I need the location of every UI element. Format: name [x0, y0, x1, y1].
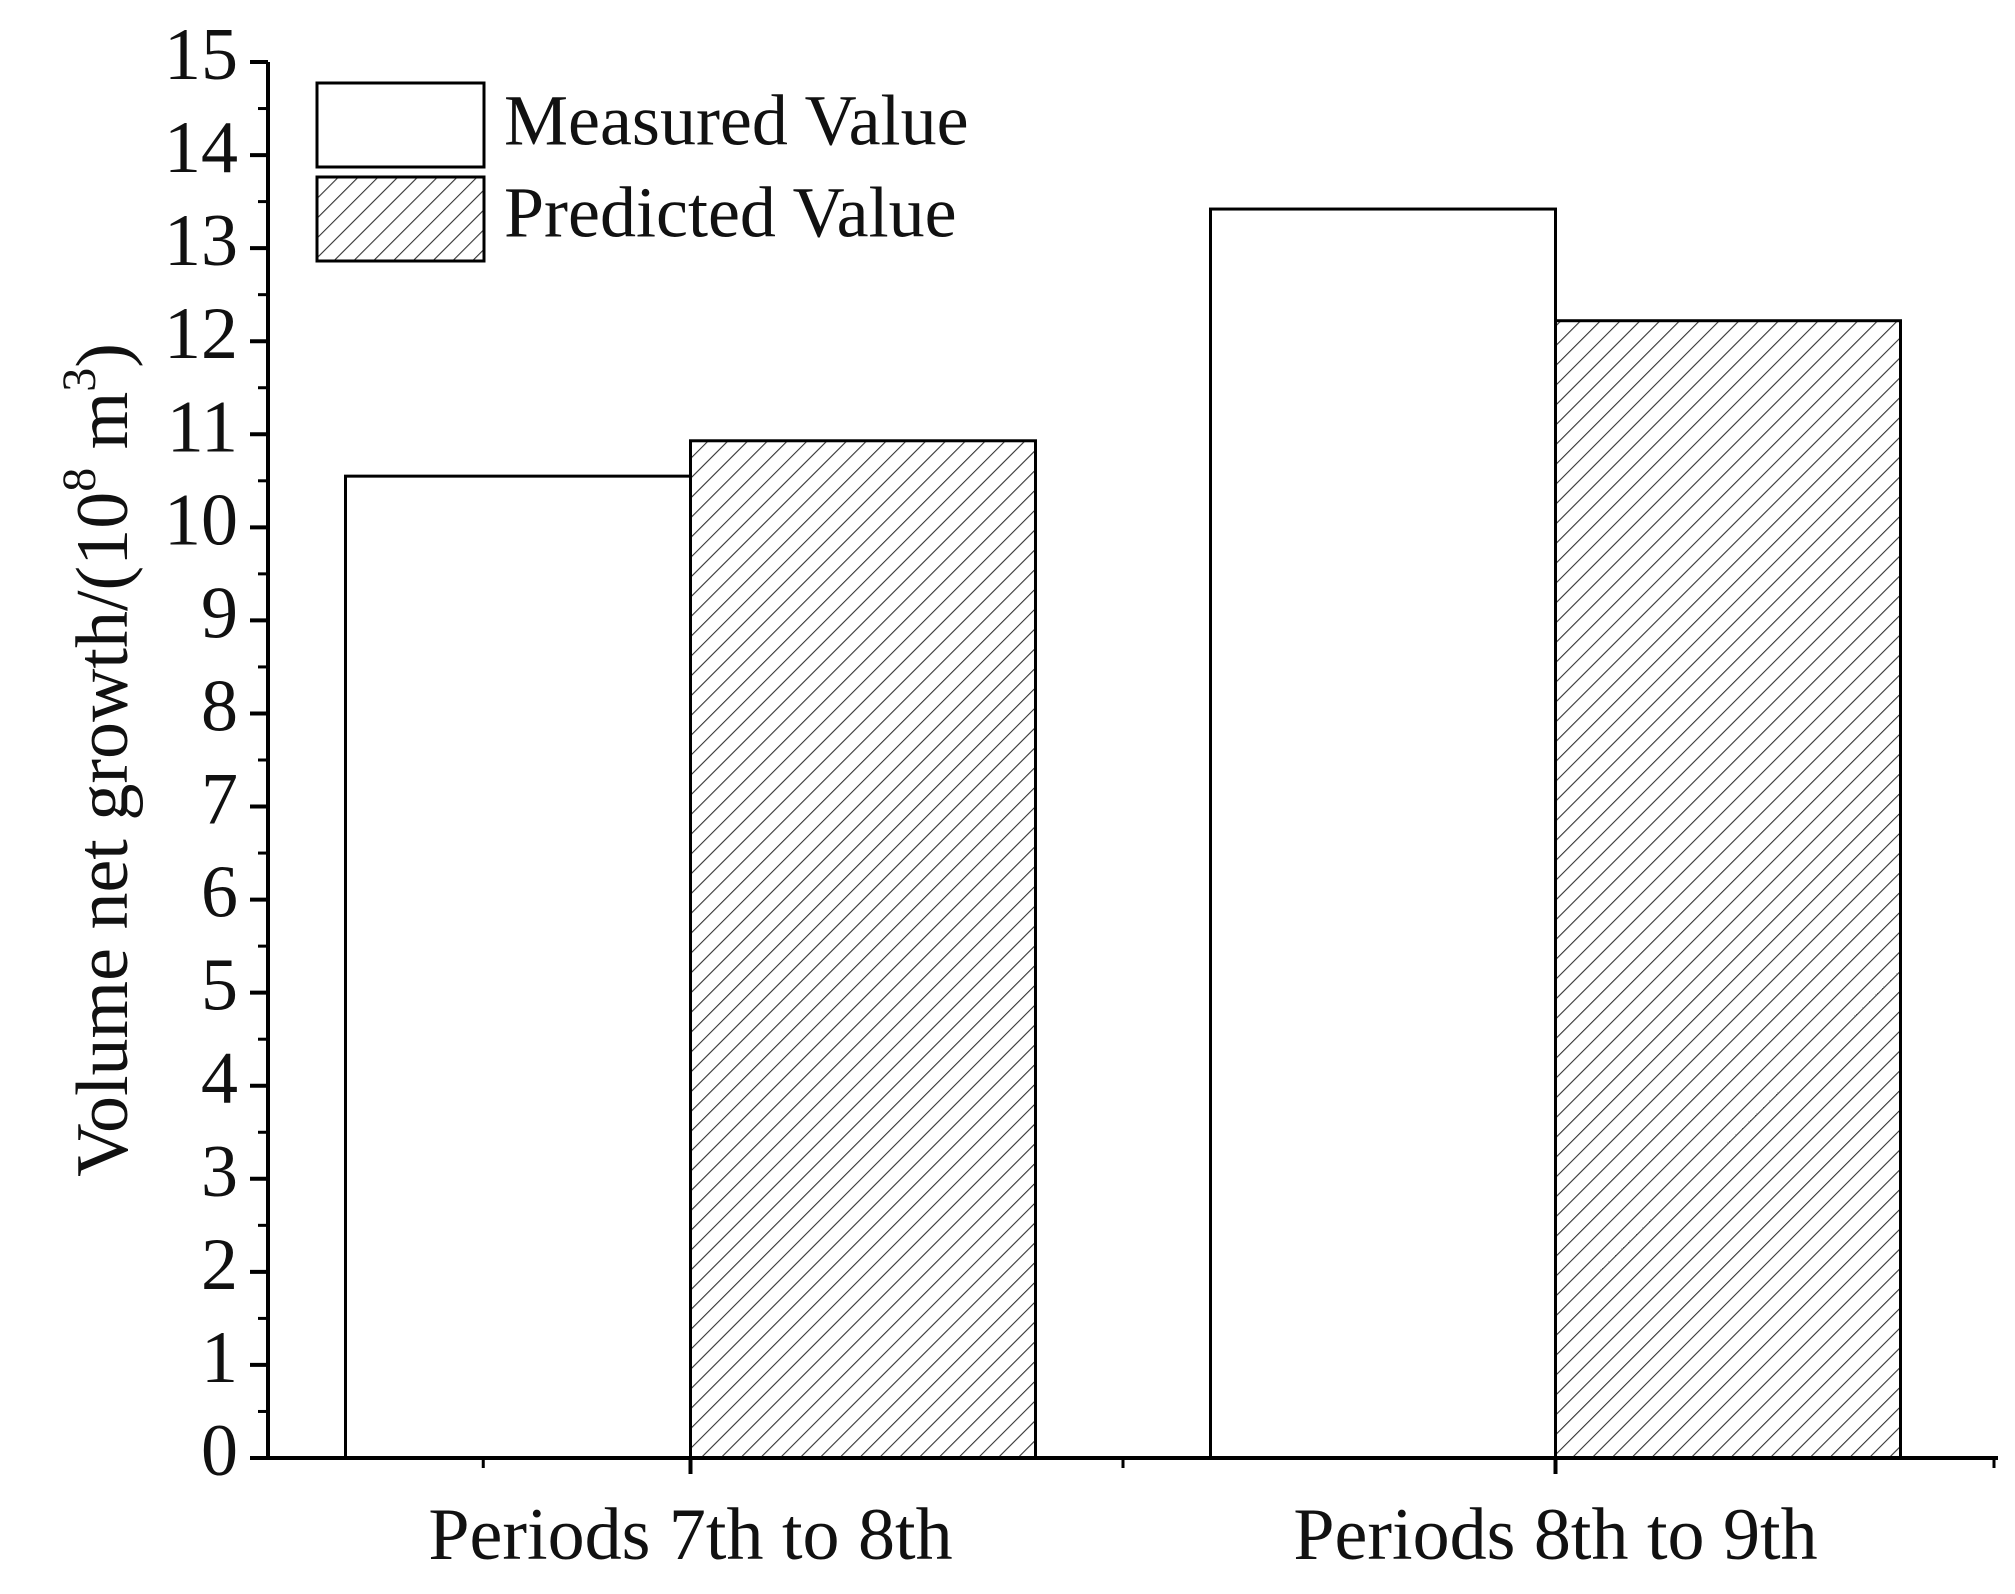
y-tick-label: 6: [201, 852, 238, 934]
y-tick-label: 3: [201, 1131, 238, 1213]
y-tick-label: 1: [201, 1317, 238, 1399]
y-tick-label: 2: [201, 1224, 238, 1306]
y-tick-label: 12: [164, 293, 238, 375]
y-tick-label: 10: [164, 479, 238, 561]
legend-swatch-predicted: [315, 175, 486, 263]
legend-label-predicted: Predicted Value: [504, 173, 957, 253]
y-axis-label-exponent-8: 8: [53, 468, 106, 492]
legend-label-measured: Measured Value: [504, 81, 969, 161]
x-category-label: Periods 8th to 9th: [1293, 1494, 1817, 1576]
bar-measured-2: [1209, 207, 1557, 1460]
y-axis-label-unit: m: [62, 392, 144, 468]
y-tick-label: 14: [164, 107, 238, 189]
y-tick-label: 4: [201, 1038, 238, 1120]
y-tick-label: 13: [164, 200, 238, 282]
legend: Measured Value Predicted Value: [315, 81, 969, 263]
y-tick-label: 0: [201, 1410, 238, 1492]
bar-measured-1: [344, 474, 692, 1460]
bars: [344, 207, 1902, 1460]
y-axis-label: Volume net growth/(108 m3): [53, 343, 144, 1177]
bar-predicted-1: [689, 439, 1037, 1460]
y-tick-label: 11: [167, 386, 238, 468]
y-tick-label: 7: [201, 759, 238, 841]
y-tick-label: 15: [164, 14, 238, 96]
y-axis-label-exponent-3: 3: [53, 368, 106, 392]
y-axis-label-close: ): [62, 343, 144, 368]
legend-swatch-measured: [315, 81, 486, 169]
y-tick-label: 9: [201, 572, 238, 654]
y-tick-label: 8: [201, 665, 238, 747]
x-category-label: Periods 7th to 8th: [428, 1494, 952, 1576]
y-tick-label: 5: [201, 945, 238, 1027]
bar-predicted-2: [1554, 319, 1902, 1460]
x-tick-labels: Periods 7th to 8th Periods 8th to 9th: [428, 1494, 1817, 1576]
y-ticks: [250, 60, 268, 1460]
x-ticks: [481, 1458, 1996, 1474]
y-axis-label-main: Volume net growth/(10: [62, 492, 144, 1177]
